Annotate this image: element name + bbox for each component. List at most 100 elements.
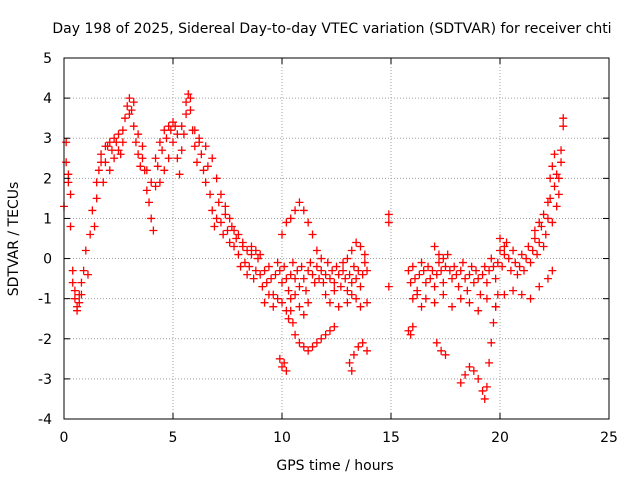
data-point <box>548 162 557 171</box>
data-point <box>474 374 483 383</box>
series-upper-branch <box>62 94 568 267</box>
y-tick-label: -4 <box>38 412 52 428</box>
data-point <box>439 254 448 263</box>
data-point <box>347 246 356 255</box>
data-point <box>424 262 433 271</box>
data-point <box>533 250 542 259</box>
data-point <box>129 122 138 131</box>
data-point <box>317 266 326 275</box>
data-point <box>262 278 271 287</box>
data-point <box>509 286 518 295</box>
data-point <box>282 218 291 227</box>
data-point <box>127 106 136 115</box>
data-point <box>517 250 526 259</box>
data-point <box>240 258 249 267</box>
data-point <box>319 278 328 287</box>
data-point <box>496 234 504 243</box>
data-point <box>554 174 563 183</box>
data-point <box>557 158 566 167</box>
data-point <box>64 178 73 187</box>
data-point <box>323 258 332 267</box>
data-point <box>251 266 260 275</box>
data-point <box>410 274 419 283</box>
data-point <box>426 274 435 283</box>
data-point <box>349 350 358 359</box>
data-point <box>138 142 147 151</box>
data-point <box>500 250 509 259</box>
data-point <box>197 150 206 159</box>
data-point <box>304 346 313 355</box>
data-point <box>472 266 481 275</box>
data-point <box>421 294 430 303</box>
data-point <box>221 202 230 211</box>
data-point <box>199 166 208 175</box>
data-point <box>256 270 265 279</box>
data-point <box>524 242 533 251</box>
data-point <box>384 218 393 227</box>
data-point <box>153 162 162 171</box>
data-point <box>62 158 71 167</box>
data-point <box>243 246 252 255</box>
data-point <box>125 110 134 119</box>
data-point <box>236 262 245 271</box>
data-point <box>212 214 221 223</box>
data-point <box>77 290 86 299</box>
y-tick-label: 0 <box>43 252 52 268</box>
data-point <box>273 294 282 303</box>
data-point <box>186 106 195 115</box>
data-point <box>299 274 308 283</box>
data-point <box>286 270 295 279</box>
data-point <box>216 218 225 227</box>
data-point <box>208 154 217 163</box>
data-point <box>341 274 350 283</box>
data-point <box>465 298 474 307</box>
data-point <box>83 270 92 279</box>
data-point <box>543 274 552 283</box>
data-point <box>456 266 465 275</box>
data-point <box>304 298 313 307</box>
data-point <box>75 298 84 307</box>
data-point <box>476 290 485 299</box>
data-point <box>118 138 127 147</box>
x-tick-label: 5 <box>169 430 178 446</box>
data-point <box>175 170 184 179</box>
data-point <box>312 338 321 347</box>
data-point <box>343 286 352 295</box>
data-point <box>64 170 73 179</box>
data-point <box>548 218 557 227</box>
data-point <box>456 294 465 303</box>
data-point <box>138 154 147 163</box>
plot-frame <box>63 57 610 420</box>
data-point <box>221 210 230 219</box>
data-point <box>312 262 321 271</box>
data-point <box>66 190 75 199</box>
data-point <box>428 266 437 275</box>
data-point <box>214 198 223 207</box>
data-point <box>509 246 518 255</box>
data-point <box>160 126 169 135</box>
data-point <box>463 286 472 295</box>
data-point <box>247 250 256 259</box>
data-point <box>177 122 186 131</box>
data-point <box>489 262 498 271</box>
data-point <box>439 290 448 299</box>
data-point <box>406 278 415 287</box>
data-point <box>404 266 413 275</box>
data-point <box>415 270 424 279</box>
data-point <box>291 206 300 215</box>
data-point <box>149 226 158 235</box>
data-point <box>70 286 79 295</box>
data-point <box>478 386 487 395</box>
data-point <box>62 138 71 147</box>
data-point <box>260 266 269 275</box>
data-point <box>345 270 354 279</box>
data-point <box>169 118 177 127</box>
data-point <box>330 278 339 287</box>
data-point <box>541 230 550 239</box>
data-point <box>417 302 426 311</box>
data-point <box>245 262 254 271</box>
data-point <box>184 90 193 99</box>
data-point <box>131 138 140 147</box>
data-point <box>280 262 289 271</box>
